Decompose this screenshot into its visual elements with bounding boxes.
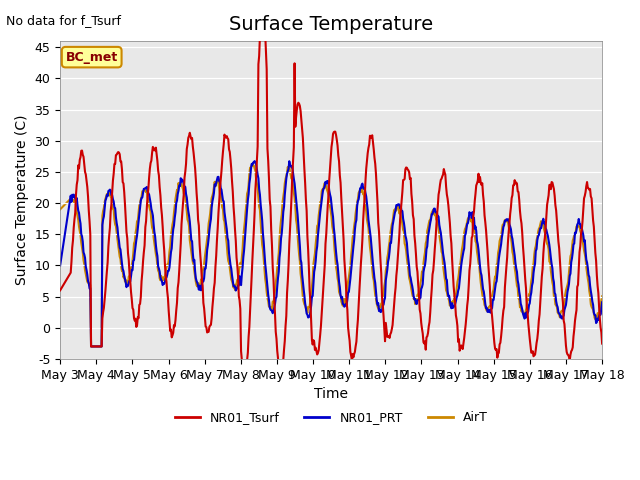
AirT bbox=[56, 206, 64, 212]
NR01_Tsurf bbox=[122, 216, 129, 221]
NR01_Tsurf bbox=[177, 240, 184, 246]
AirT bbox=[87, 344, 95, 349]
NR01_PRT bbox=[178, 179, 186, 184]
NR01_PRT bbox=[399, 208, 406, 214]
NR01_PRT bbox=[598, 300, 606, 305]
Y-axis label: Surface Temperature (C): Surface Temperature (C) bbox=[15, 115, 29, 285]
AirT bbox=[414, 292, 422, 298]
AirT bbox=[248, 161, 256, 167]
X-axis label: Time: Time bbox=[314, 387, 348, 401]
NR01_Tsurf bbox=[277, 374, 285, 380]
NR01_PRT bbox=[206, 221, 214, 227]
NR01_Tsurf bbox=[56, 288, 64, 293]
AirT bbox=[123, 283, 131, 288]
NR01_Tsurf bbox=[259, 17, 267, 23]
NR01_Tsurf bbox=[399, 189, 406, 195]
NR01_Tsurf bbox=[414, 282, 422, 288]
Legend: NR01_Tsurf, NR01_PRT, AirT: NR01_Tsurf, NR01_PRT, AirT bbox=[170, 407, 493, 430]
NR01_PRT bbox=[414, 297, 422, 303]
AirT bbox=[399, 221, 406, 227]
Text: BC_met: BC_met bbox=[65, 51, 118, 64]
AirT bbox=[598, 293, 606, 299]
NR01_Tsurf bbox=[598, 341, 606, 347]
Title: Surface Temperature: Surface Temperature bbox=[229, 15, 433, 34]
AirT bbox=[206, 211, 214, 216]
NR01_Tsurf bbox=[66, 271, 74, 277]
Text: No data for f_Tsurf: No data for f_Tsurf bbox=[6, 14, 122, 27]
NR01_PRT bbox=[123, 284, 131, 290]
NR01_PRT bbox=[56, 263, 64, 268]
AirT bbox=[66, 196, 74, 202]
Line: AirT: AirT bbox=[60, 164, 602, 347]
Line: NR01_PRT: NR01_PRT bbox=[60, 161, 602, 347]
NR01_PRT bbox=[66, 198, 74, 204]
NR01_PRT bbox=[251, 158, 259, 164]
Line: NR01_Tsurf: NR01_Tsurf bbox=[60, 20, 602, 377]
AirT bbox=[178, 181, 186, 187]
NR01_Tsurf bbox=[205, 324, 213, 330]
NR01_PRT bbox=[87, 344, 95, 349]
